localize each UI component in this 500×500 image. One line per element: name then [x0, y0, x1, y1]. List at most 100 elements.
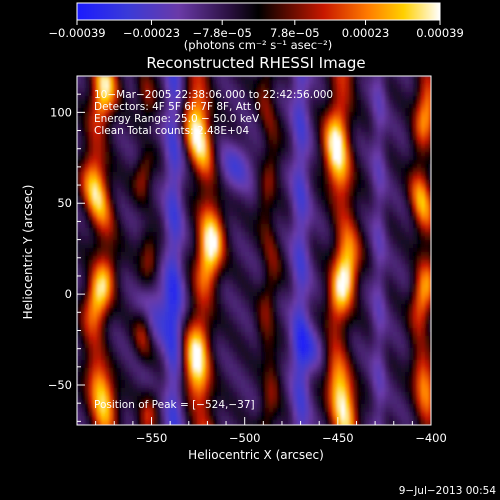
heatmap-cell	[77, 80, 82, 85]
heatmap-cell	[161, 104, 166, 109]
heatmap-cell	[109, 276, 114, 281]
heatmap-cell	[309, 292, 314, 297]
heatmap-cell	[77, 132, 82, 137]
heatmap-cell	[325, 172, 330, 177]
heatmap-cell	[237, 172, 242, 177]
heatmap-cell	[217, 180, 222, 185]
heatmap-cell	[89, 108, 94, 113]
heatmap-cell	[389, 216, 394, 221]
heatmap-cell	[313, 108, 318, 113]
heatmap-cell	[185, 164, 190, 169]
heatmap-cell	[257, 268, 262, 273]
heatmap-cell	[305, 288, 310, 293]
heatmap-cell	[389, 248, 394, 253]
heatmap-cell	[89, 160, 94, 165]
heatmap-cell	[165, 116, 170, 121]
heatmap-cell	[345, 184, 350, 189]
heatmap-cell	[221, 168, 226, 173]
heatmap-cell	[145, 84, 150, 89]
heatmap-cell	[109, 136, 114, 141]
heatmap-cell	[261, 156, 266, 161]
heatmap-cell	[409, 96, 414, 101]
heatmap-cell	[165, 280, 170, 285]
heatmap-cell	[269, 136, 274, 141]
heatmap-cell	[177, 112, 182, 117]
heatmap-cell	[157, 276, 162, 281]
heatmap-cell	[301, 124, 306, 129]
heatmap-cell	[337, 104, 342, 109]
heatmap-cell	[373, 104, 378, 109]
heatmap-cell	[277, 116, 282, 121]
heatmap-cell	[101, 232, 106, 237]
heatmap-cell	[201, 240, 206, 245]
heatmap-cell	[417, 212, 422, 217]
heatmap-cell	[397, 144, 402, 149]
heatmap-cell	[289, 248, 294, 253]
heatmap-cell	[357, 164, 362, 169]
heatmap-cell	[397, 180, 402, 185]
heatmap-cell	[85, 132, 90, 137]
heatmap-cell	[265, 96, 270, 101]
heatmap-cell	[337, 200, 342, 205]
heatmap-cell	[117, 164, 122, 169]
heatmap-cell	[389, 228, 394, 233]
heatmap-cell	[425, 172, 430, 177]
heatmap-cell	[93, 236, 98, 241]
heatmap-cell	[93, 280, 98, 285]
heatmap-cell	[405, 164, 410, 169]
heatmap-cell	[137, 272, 142, 277]
heatmap-cell	[385, 252, 390, 257]
heatmap-cell	[421, 92, 426, 97]
heatmap-cell	[293, 296, 298, 301]
heatmap-cell	[305, 248, 310, 253]
heatmap-cell	[273, 124, 278, 129]
heatmap-cell	[349, 112, 354, 117]
heatmap-cell	[93, 136, 98, 141]
heatmap-cell	[121, 164, 126, 169]
heatmap-cell	[305, 112, 310, 117]
heatmap-cell	[161, 120, 166, 125]
heatmap-cell	[101, 80, 106, 85]
heatmap-cell	[93, 160, 98, 165]
heatmap-cell	[233, 196, 238, 201]
heatmap-cell	[301, 180, 306, 185]
heatmap-cell	[133, 276, 138, 281]
heatmap-cell	[253, 280, 258, 285]
heatmap-cell	[133, 204, 138, 209]
heatmap-cell	[313, 92, 318, 97]
heatmap-cell	[185, 132, 190, 137]
heatmap-cell	[205, 128, 210, 133]
heatmap-cell	[269, 160, 274, 165]
heatmap-cell	[217, 168, 222, 173]
heatmap-cell	[253, 216, 258, 221]
heatmap-cell	[133, 280, 138, 285]
heatmap-cell	[253, 96, 258, 101]
heatmap-cell	[81, 248, 86, 253]
heatmap-cell	[105, 292, 110, 297]
heatmap-cell	[309, 112, 314, 117]
heatmap-cell	[225, 248, 230, 253]
heatmap-cell	[373, 96, 378, 101]
heatmap-cell	[313, 184, 318, 189]
heatmap-cell	[345, 84, 350, 89]
heatmap-cell	[137, 108, 142, 113]
heatmap-cell	[297, 112, 302, 117]
heatmap-cell	[229, 228, 234, 233]
heatmap-cell	[393, 132, 398, 137]
heatmap-cell	[177, 212, 182, 217]
heatmap-cell	[333, 104, 338, 109]
heatmap-cell	[137, 232, 142, 237]
heatmap-cell	[397, 248, 402, 253]
heatmap-cell	[301, 148, 306, 153]
heatmap-cell	[157, 128, 162, 133]
heatmap-cell	[277, 240, 282, 245]
heatmap-cell	[257, 276, 262, 281]
heatmap-cell	[421, 252, 426, 257]
heatmap-cell	[405, 88, 410, 93]
heatmap-cell	[233, 140, 238, 145]
heatmap-cell	[101, 84, 106, 89]
heatmap-cell	[117, 120, 122, 125]
heatmap-cell	[201, 256, 206, 261]
heatmap-cell	[313, 256, 318, 261]
heatmap-cell	[89, 280, 94, 285]
